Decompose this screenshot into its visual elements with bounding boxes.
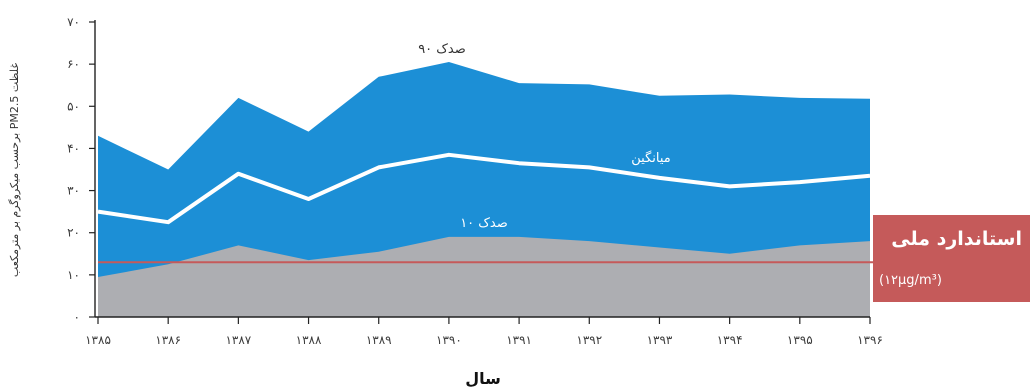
x-tick-label: ۱۳۹۳ [647, 333, 673, 347]
y-ticks: ۰ ۱۰ ۲۰ ۳۰ ۴۰ ۵۰ ۶۰ ۷۰ [67, 15, 95, 324]
x-tick-label: ۱۳۹۵ [787, 333, 813, 347]
x-tick-label: ۱۳۹۱ [506, 333, 532, 347]
y-tick-label: ۱۰ [67, 268, 80, 282]
x-tick-label: ۱۳۸۷ [225, 333, 251, 347]
y-tick-label: ۴۰ [67, 141, 80, 155]
series-label-p90: صدک ۹۰ [418, 42, 466, 57]
x-tick-label: ۱۳۸۶ [155, 333, 181, 347]
area-layer [98, 62, 870, 317]
y-tick-label: ۶۰ [67, 57, 80, 71]
series-label-p10: صدک ۱۰ [460, 216, 508, 231]
national-standard-value: (۱۲μg/m³) [879, 273, 942, 288]
y-tick-label: ۵۰ [67, 99, 80, 113]
x-ticks: ۱۳۸۵ ۱۳۸۶ ۱۳۸۷ ۱۳۸۸ ۱۳۸۹ ۱۳۹۰ ۱۳۹۱ ۱۳۹۲ ۱۳۹۳ ۱۳۹۴… [85, 317, 883, 347]
y-axis-label: غلظت PM2.5 برحسب میکروگرم بر مترمکعب [8, 63, 21, 277]
x-tick-label: ۱۳۹۲ [576, 333, 602, 347]
national-standard-box: استاندارد ملی (۱۲μg/m³) [873, 215, 1030, 302]
y-tick-label: ۷۰ [67, 15, 80, 29]
axes [94, 20, 870, 318]
y-tick-label: ۳۰ [67, 184, 80, 198]
line-mean [97, 152, 871, 225]
area-p10 [98, 236, 870, 317]
y-tick-label: ۲۰ [67, 226, 80, 240]
x-tick-label: ۱۳۸۵ [85, 333, 111, 347]
y-tick-label: ۰ [74, 310, 80, 324]
x-tick-label: ۱۳۸۹ [366, 333, 392, 347]
x-tick-label: ۱۳۸۸ [296, 333, 322, 347]
national-standard-title: استاندارد ملی [891, 228, 1022, 250]
series-labels: صدک ۹۰ میانگین صدک ۱۰ [418, 42, 671, 231]
line-layer [97, 152, 871, 225]
series-label-mean: میانگین [631, 150, 670, 166]
x-tick-label: ۱۳۹۴ [717, 333, 743, 347]
x-tick-label: ۱۳۹۶ [857, 333, 883, 347]
x-tick-label: ۱۳۹۰ [436, 333, 462, 347]
x-axis-label: سال [465, 369, 501, 388]
